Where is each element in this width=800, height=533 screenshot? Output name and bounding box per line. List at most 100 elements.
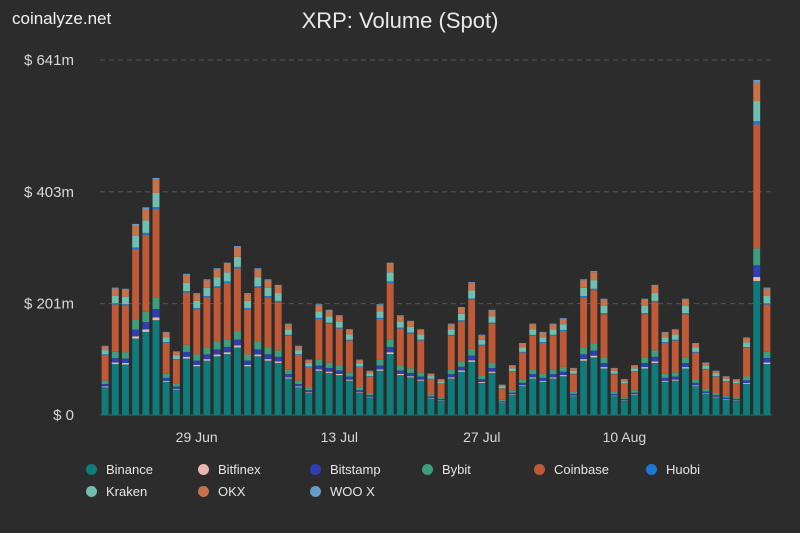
bar-stack[interactable]: [345, 329, 353, 415]
bar-stack[interactable]: [244, 293, 252, 415]
bar-stack[interactable]: [447, 323, 455, 415]
bar-stack[interactable]: [641, 298, 649, 415]
volume-chart: $ 0 $ 201m $ 403m $ 641m 29 Jun 13 Jul 27 Jul…: [24, 52, 772, 445]
legend-item[interactable]: Kraken: [86, 484, 147, 499]
bar-stack[interactable]: [569, 367, 577, 415]
bar-stack[interactable]: [203, 279, 211, 415]
bar-stack[interactable]: [233, 246, 241, 415]
bar-stack[interactable]: [559, 318, 567, 415]
bar-stack[interactable]: [702, 362, 710, 415]
bar-stack[interactable]: [631, 365, 638, 415]
legend-item[interactable]: Binance: [86, 462, 153, 477]
bar-segment: [539, 342, 547, 374]
bar-segment: [671, 329, 679, 330]
bar-segment: [600, 363, 608, 368]
bar-stack[interactable]: [407, 320, 414, 415]
bar-segment: [529, 334, 537, 336]
bar-stack[interactable]: [681, 298, 689, 415]
legend-item[interactable]: Bitstamp: [310, 462, 381, 477]
bar-segment: [172, 388, 180, 390]
bar-stack[interactable]: [417, 329, 425, 415]
bar-segment: [396, 327, 404, 329]
bar-stack[interactable]: [193, 293, 201, 415]
bar-stack[interactable]: [335, 315, 343, 415]
bar-stack[interactable]: [386, 262, 394, 415]
bar-segment: [651, 293, 659, 301]
bar-stack[interactable]: [753, 79, 761, 415]
bar-stack[interactable]: [549, 323, 557, 415]
bar-stack[interactable]: [651, 284, 659, 415]
bar-segment: [315, 311, 323, 318]
bar-stack[interactable]: [468, 282, 476, 415]
bar-stack[interactable]: [172, 351, 180, 415]
bar-stack[interactable]: [478, 334, 486, 415]
bar-stack[interactable]: [427, 373, 435, 415]
bar-segment: [254, 342, 262, 350]
bar-stack[interactable]: [376, 304, 384, 415]
bar-stack[interactable]: [457, 307, 465, 415]
legend-item[interactable]: Bybit: [422, 462, 471, 477]
bar-stack[interactable]: [661, 331, 669, 415]
bar-stack[interactable]: [529, 323, 537, 415]
legend-item[interactable]: Coinbase: [534, 462, 609, 477]
bar-segment: [763, 364, 771, 415]
bar-segment: [213, 354, 221, 357]
bar-segment: [519, 343, 526, 348]
bar-stack[interactable]: [732, 379, 740, 415]
bar-stack[interactable]: [763, 287, 771, 415]
bar-segment: [702, 391, 710, 394]
bar-stack[interactable]: [264, 279, 272, 415]
bar-segment: [407, 320, 414, 322]
bar-stack[interactable]: [620, 379, 628, 415]
bar-stack[interactable]: [315, 304, 323, 415]
bar-stack[interactable]: [722, 376, 730, 415]
bar-segment: [600, 367, 608, 369]
legend-label: Bybit: [442, 462, 471, 477]
legend-item[interactable]: OKX: [198, 484, 245, 499]
bar-segment: [305, 366, 313, 367]
legend-item[interactable]: WOO X: [310, 484, 375, 499]
bar-stack[interactable]: [692, 343, 700, 415]
bar-segment: [712, 396, 720, 398]
bar-stack[interactable]: [325, 309, 333, 415]
bar-stack[interactable]: [508, 365, 516, 415]
bar-segment: [468, 361, 476, 415]
bar-stack[interactable]: [671, 329, 679, 415]
legend-item[interactable]: Huobi: [646, 462, 700, 477]
bar-stack[interactable]: [305, 359, 313, 415]
bar-stack[interactable]: [610, 367, 618, 415]
bar-stack[interactable]: [162, 331, 170, 415]
bar-segment: [244, 309, 252, 355]
bar-segment: [203, 287, 211, 296]
bar-stack[interactable]: [600, 298, 608, 415]
bar-stack[interactable]: [274, 284, 282, 415]
bar-stack[interactable]: [213, 268, 221, 415]
bar-stack[interactable]: [142, 207, 150, 415]
bar-stack[interactable]: [580, 279, 588, 415]
bar-segment: [111, 358, 119, 363]
bar-stack[interactable]: [132, 223, 140, 415]
bar-stack[interactable]: [519, 343, 526, 415]
bar-stack[interactable]: [712, 370, 720, 415]
bar-stack[interactable]: [101, 345, 109, 415]
bar-stack[interactable]: [121, 288, 129, 415]
bar-stack[interactable]: [488, 309, 496, 415]
bar-stack[interactable]: [254, 268, 262, 415]
bar-stack[interactable]: [743, 337, 750, 415]
bar-stack[interactable]: [284, 323, 292, 415]
bar-stack[interactable]: [498, 384, 506, 415]
bar-stack[interactable]: [152, 177, 160, 415]
bar-segment: [712, 376, 720, 393]
bar-stack[interactable]: [396, 315, 404, 415]
bar-stack[interactable]: [223, 262, 231, 415]
bar-stack[interactable]: [437, 379, 445, 415]
bar-stack[interactable]: [111, 287, 119, 415]
legend-item[interactable]: Bitfinex: [198, 462, 261, 477]
bar-stack[interactable]: [590, 271, 598, 415]
bar-stack[interactable]: [366, 370, 374, 415]
bar-stack[interactable]: [183, 273, 190, 415]
legend-swatch: [646, 464, 657, 475]
bar-stack[interactable]: [295, 345, 302, 415]
bar-stack[interactable]: [356, 359, 364, 415]
bar-stack[interactable]: [539, 331, 547, 415]
